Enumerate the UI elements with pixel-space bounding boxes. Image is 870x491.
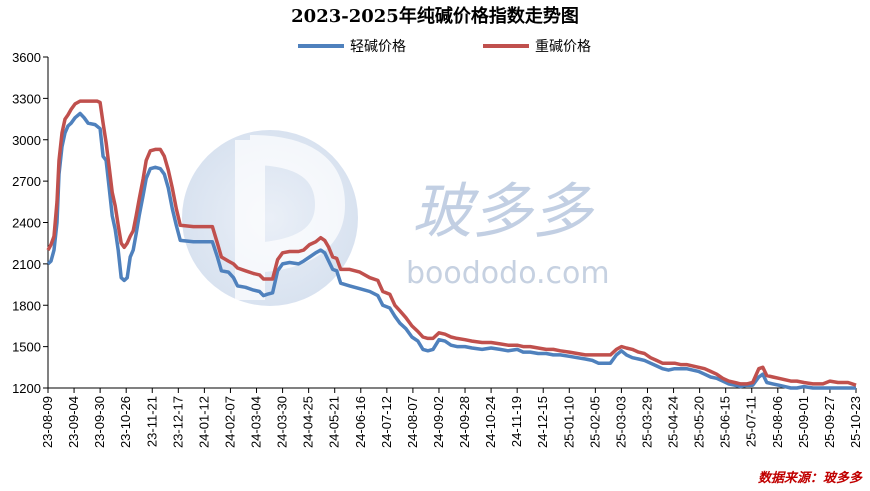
y-tick-label: 2100 [12, 257, 41, 272]
y-tick-label: 3300 [12, 91, 41, 106]
legend-label-dense-soda: 重碱价格 [535, 39, 591, 55]
x-tick-label: 24-06-16 [353, 396, 368, 448]
x-tick-label: 23-10-26 [118, 396, 133, 448]
x-tick-label: 24-05-21 [327, 396, 342, 448]
y-tick-label: 1500 [12, 340, 41, 355]
x-tick-label: 23-09-04 [66, 396, 81, 448]
x-tick-label: 23-09-30 [92, 396, 107, 448]
x-tick-label: 25-09-27 [822, 396, 837, 448]
y-tick-label: 2400 [12, 216, 41, 231]
legend-label-light-soda: 轻碱价格 [350, 39, 406, 55]
watermark: 玻多多 boododo.com [182, 130, 610, 306]
x-tick-label: 25-06-15 [718, 396, 733, 448]
x-tick-label: 24-03-04 [249, 396, 264, 448]
x-tick-label: 24-07-12 [379, 396, 394, 448]
x-tick-label: 23-08-09 [40, 396, 55, 448]
x-tick-label: 25-03-29 [639, 396, 654, 448]
x-tick-label: 25-09-01 [796, 396, 811, 448]
y-tick-label: 3000 [12, 133, 41, 148]
chart-title: 2023-2025年纯碱价格指数走势图 [291, 5, 579, 27]
x-tick-label: 24-10-24 [483, 396, 498, 448]
x-tick-label: 24-04-25 [301, 396, 316, 448]
x-tick-label: 24-08-07 [405, 396, 420, 448]
x-tick-label: 23-12-17 [170, 396, 185, 448]
x-axis: 23-08-09 23-09-04 23-09-30 23-10-26 23-11-21… [40, 387, 863, 448]
series-layer [46, 99, 857, 390]
x-tick-label: 24-11-19 [509, 396, 524, 447]
legend: 轻碱价格 重碱价格 [298, 39, 591, 55]
watermark-brand-text: 玻多多 [412, 177, 595, 247]
x-tick-label: 24-09-02 [431, 396, 446, 448]
x-tick-label: 25-07-11 [744, 396, 759, 447]
x-tick-label: 25-10-23 [848, 396, 863, 448]
x-tick-label: 24-02-07 [222, 396, 237, 448]
x-tick-label: 25-08-06 [770, 396, 785, 448]
series-line-dense-soda [46, 99, 857, 387]
y-axis: 1200 1500 1800 2100 2400 2700 3000 3300 3600 [12, 50, 49, 396]
x-tick-label: 25-02-05 [587, 396, 602, 448]
x-tick-label: 24-03-30 [275, 396, 290, 448]
x-tick-label: 24-12-15 [535, 396, 550, 448]
source-note: 数据来源：玻多多 [758, 470, 863, 486]
x-tick-label: 25-03-03 [613, 396, 628, 448]
y-tick-label: 3600 [12, 50, 41, 65]
x-tick-label: 24-01-12 [196, 396, 211, 448]
x-tick-label: 25-05-20 [692, 396, 707, 448]
series-line-light-soda [46, 111, 856, 390]
x-tick-label: 23-11-21 [144, 396, 159, 447]
x-tick-label: 24-09-28 [457, 396, 472, 448]
y-tick-label: 1800 [12, 298, 41, 313]
y-tick-label: 1200 [12, 381, 41, 396]
watermark-url-text: boododo.com [406, 256, 610, 291]
x-tick-label: 25-01-10 [561, 396, 576, 448]
x-tick-label: 25-04-24 [666, 396, 681, 448]
y-tick-label: 2700 [12, 174, 41, 189]
